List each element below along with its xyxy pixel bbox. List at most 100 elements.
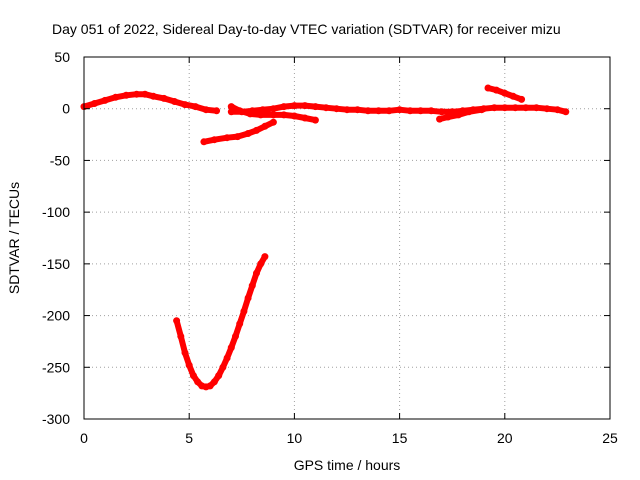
data-point (322, 104, 330, 112)
data-point (509, 92, 517, 100)
data-point (160, 94, 168, 102)
chart-title: Day 051 of 2022, Sidereal Day-to-day VTE… (52, 21, 561, 37)
data-point (455, 111, 462, 119)
data-point (227, 344, 235, 352)
data-point (543, 105, 551, 113)
data-point (501, 89, 509, 97)
data-point (192, 103, 199, 111)
y-tick-label: -50 (50, 152, 70, 168)
data-point (333, 105, 340, 113)
series-arc-7 (173, 253, 268, 390)
data-point (290, 102, 298, 110)
data-point (122, 91, 130, 99)
data-point (269, 105, 277, 113)
y-tick-label: -150 (42, 256, 70, 272)
y-axis-title: SDTVAR / TECUs (6, 182, 22, 294)
data-point (406, 107, 414, 115)
data-point (177, 332, 185, 340)
y-tick-label: -200 (42, 308, 70, 324)
data-point (223, 134, 231, 142)
data-point (200, 138, 208, 146)
data-point (101, 96, 109, 104)
tick-labels: 0 5 10 15 20 25 -300 -250 -200 -150 -100 -50 0 50 (42, 49, 618, 446)
data-point (248, 282, 256, 290)
data-point (232, 332, 239, 340)
data-point (181, 349, 189, 357)
data-point (375, 107, 383, 115)
ticks (83, 56, 611, 420)
data-point (518, 95, 526, 103)
data-point (223, 354, 231, 362)
data-point (189, 372, 197, 380)
data-point (210, 136, 218, 144)
data-point (261, 253, 269, 261)
data-point (257, 260, 265, 268)
y-tick-label: -300 (42, 411, 70, 427)
data-point (238, 108, 246, 116)
data-point (248, 107, 256, 115)
data-point (141, 90, 149, 98)
x-tick-label: 10 (287, 430, 303, 446)
data-point (91, 100, 98, 107)
x-tick-label: 5 (185, 430, 193, 446)
plot-frame (83, 56, 611, 420)
data-point (236, 320, 244, 328)
data-point (465, 108, 473, 116)
data-point (269, 118, 277, 126)
data-point (478, 106, 486, 114)
data-point (427, 107, 435, 115)
data-point (213, 107, 221, 115)
data-point (219, 363, 227, 371)
data-point (149, 92, 157, 100)
y-tick-label: -250 (42, 359, 70, 375)
data-point (417, 107, 425, 115)
data-point (202, 106, 210, 114)
data-point (511, 104, 519, 112)
data-point (522, 104, 530, 112)
data-point (301, 114, 309, 122)
data-point (490, 104, 498, 112)
data-point (444, 113, 452, 121)
y-tick-label: 0 (62, 101, 70, 117)
data-point (112, 93, 120, 101)
data-point (261, 122, 269, 130)
data-point (311, 103, 319, 111)
y-tick-label: 50 (54, 49, 70, 65)
data-point (301, 102, 309, 110)
data-point (259, 106, 267, 114)
data-point (436, 115, 444, 123)
data-point (484, 84, 492, 92)
x-tick-label: 0 (80, 430, 88, 446)
x-tick-label: 20 (497, 430, 513, 446)
data-point (173, 317, 181, 325)
data-point (240, 307, 248, 315)
data-point (290, 112, 298, 120)
data-point (553, 106, 561, 114)
x-tick-label: 25 (602, 430, 618, 446)
data-point (492, 86, 500, 94)
data-point (532, 104, 540, 112)
data-point (244, 130, 252, 137)
data-point (210, 378, 218, 386)
data-point (133, 90, 141, 98)
data-point (227, 108, 235, 116)
y-tick-label: -100 (42, 204, 70, 220)
data-point (562, 108, 570, 116)
data-point (438, 108, 446, 116)
data-point (280, 111, 288, 119)
data-point (311, 116, 319, 124)
data-point (253, 126, 260, 134)
data-point (501, 104, 509, 112)
data-point (181, 101, 189, 109)
data-point (343, 106, 351, 114)
data-point (185, 361, 193, 369)
data-point (269, 111, 277, 119)
data-point (280, 103, 288, 111)
data-point (385, 107, 393, 115)
data-point (244, 294, 252, 302)
data-point (354, 106, 361, 114)
x-axis-title: GPS time / hours (294, 457, 401, 473)
data-point (253, 269, 260, 277)
data-point (227, 103, 235, 111)
